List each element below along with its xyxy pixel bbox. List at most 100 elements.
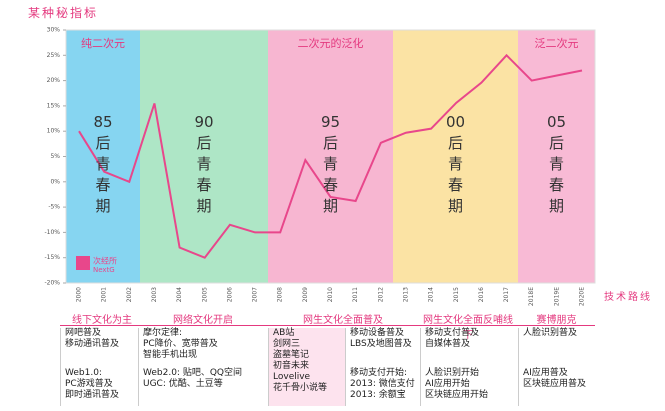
x-tick-label: 2000 xyxy=(76,287,83,302)
cell-line: 移动支付开始: xyxy=(350,368,408,378)
y-tick-label: -5% xyxy=(48,204,60,211)
y-tick-label: -10% xyxy=(44,229,60,236)
cell-line: PC游戏普及 xyxy=(65,379,113,389)
cell-block: 网吧普及 移动通讯普及 xyxy=(65,328,138,350)
x-tick-label: 2016 xyxy=(478,287,485,302)
cell-line: 人脸识别开始 xyxy=(425,368,480,378)
generation-number: 95 xyxy=(320,113,341,131)
logo-icon xyxy=(76,256,90,270)
x-tick-label: 2014 xyxy=(428,287,435,302)
x-tick-label: 2018E xyxy=(528,287,535,306)
generation-phrase: 后青春期 xyxy=(547,135,565,219)
table-column: AB站 剑网三 盗墓笔记 初音未来 Lovelive 花千骨小说等 xyxy=(268,328,345,406)
x-tick-label: 2020E xyxy=(579,287,586,306)
cell-line: 初音未来 xyxy=(273,361,310,371)
cell-line: 摩尔定律: xyxy=(143,328,183,338)
section-header: 网生文化全面普及 xyxy=(303,315,383,326)
cell-line: 区块链应用普及 xyxy=(523,379,587,389)
table-column: 网吧普及 移动通讯普及 Web1.0: PC游戏普及 即时通讯普及 xyxy=(60,328,138,406)
generation-label: 05 后青春期 xyxy=(537,113,577,219)
cell-line: UGC: 优酷、土豆等 xyxy=(143,379,223,389)
section-header: 网生文化全面反哺线下 xyxy=(423,315,513,341)
cell-line: LBS及地图普及 xyxy=(350,339,412,349)
logo-text: NextG xyxy=(93,266,115,274)
table-column: 移动支付普及 自媒体普及人脸识别开始 AI应用开始 区块链应用开始 xyxy=(420,328,518,406)
x-tick-label: 2005 xyxy=(201,287,208,302)
cell-block: 人脸识别普及 xyxy=(523,328,595,339)
table-column: 移动设备普及 LBS及地图普及移动支付开始: 2013: 微信支付 2013: 余额宝 xyxy=(345,328,420,406)
axis-note: 技术路线 xyxy=(604,290,652,303)
y-tick-label: 0% xyxy=(50,178,60,185)
x-tick-label: 2001 xyxy=(101,287,108,302)
cell-block: Web2.0: 贴吧、QQ空间 UGC: 优酷、土豆等 xyxy=(143,368,242,390)
y-tick-label: 15% xyxy=(47,102,61,109)
logo-text: 次经所 xyxy=(93,256,117,266)
cell-line: AI应用开始 xyxy=(425,379,470,389)
cell-block: AI应用普及 区块链应用普及 xyxy=(523,368,586,390)
header-rule xyxy=(60,325,595,326)
x-tick-label: 2011 xyxy=(352,287,359,302)
cell-line: PC降价、宽带普及 xyxy=(143,339,218,349)
y-tick-label: 10% xyxy=(47,128,61,135)
generation-number: 90 xyxy=(194,113,214,131)
cell-line: Web2.0: 贴吧、QQ空间 xyxy=(143,368,242,378)
era-band xyxy=(66,30,140,283)
x-tick-label: 2002 xyxy=(126,287,133,302)
cell-line: 区块链应用开始 xyxy=(425,390,489,400)
generation-label: 85 后青春期 xyxy=(83,113,123,219)
cell-line: 移动支付普及 xyxy=(425,328,480,338)
cell-line: Lovelive xyxy=(273,372,311,382)
cell-block: 人脸识别开始 AI应用开始 区块链应用开始 xyxy=(425,368,488,401)
x-tick-label: 2015 xyxy=(453,287,460,302)
cell-line: 自媒体普及 xyxy=(425,339,471,349)
x-tick-label: 2006 xyxy=(226,287,233,302)
x-tick-label: 2007 xyxy=(252,287,259,302)
x-tick-label: 2012 xyxy=(377,287,384,302)
era-band xyxy=(518,30,595,283)
cell-block: 移动设备普及 LBS及地图普及 xyxy=(350,328,420,350)
cell-line: 网吧普及 xyxy=(65,328,102,338)
data-line xyxy=(78,53,583,259)
cell-line: AI应用普及 xyxy=(523,368,568,378)
cell-line: 2013: 余额宝 xyxy=(350,390,406,400)
x-tick-label: 2013 xyxy=(402,287,409,302)
era-label: 纯二次元 xyxy=(81,36,125,50)
generation-label: 95 后青春期 xyxy=(311,113,351,219)
cell-block: 移动支付开始: 2013: 微信支付 2013: 余额宝 xyxy=(350,368,415,401)
table-column: 人脸识别普及 AI应用普及 区块链应用普及 xyxy=(518,328,595,406)
y-tick-label: -20% xyxy=(44,280,60,287)
page-title: 某种秘指标 xyxy=(28,6,99,20)
cell-block: 摩尔定律: PC降价、宽带普及 智能手机出现 xyxy=(143,328,268,361)
cell-block: 移动支付普及 自媒体普及 xyxy=(425,328,518,350)
section-header: 赛博朋克 xyxy=(536,315,577,326)
cell-line: 花千骨小说等 xyxy=(273,383,328,393)
generation-number: 00 xyxy=(445,113,466,131)
cell-block: AB站 剑网三 盗墓笔记 初音未来 Lovelive 花千骨小说等 xyxy=(273,328,345,394)
y-tick-label: 5% xyxy=(50,153,60,160)
era-band xyxy=(140,30,268,283)
era-band xyxy=(268,30,393,283)
section-header: 网络文化开启 xyxy=(173,315,233,326)
x-tick-label: 2003 xyxy=(151,287,158,302)
cell-line: 盗墓笔记 xyxy=(273,350,310,360)
x-tick-label: 2017 xyxy=(503,287,510,302)
x-tick-label: 2019E xyxy=(553,287,560,306)
era-label: 泛二次元 xyxy=(535,36,579,50)
generation-phrase: 后青春期 xyxy=(321,135,339,219)
x-tick-label: 2009 xyxy=(302,287,309,302)
generation-label: 00 后青春期 xyxy=(436,113,476,219)
generation-phrase: 后青春期 xyxy=(194,135,213,219)
cell-line: 移动设备普及 xyxy=(350,328,405,338)
cell-block: Web1.0: PC游戏普及 即时通讯普及 xyxy=(65,368,119,401)
cell-line: 移动通讯普及 xyxy=(65,339,120,349)
generation-number: 05 xyxy=(546,113,567,131)
x-tick-label: 2004 xyxy=(176,287,183,302)
generation-phrase: 后青春期 xyxy=(93,135,112,219)
cell-line: AB站 xyxy=(273,328,295,338)
table-column: 摩尔定律: PC降价、宽带普及 智能手机出现 Web2.0: 贴吧、QQ空间 UGC: … xyxy=(138,328,268,406)
generation-label: 90 后青春期 xyxy=(184,113,224,219)
era-label: 二次元的泛化 xyxy=(298,36,364,50)
y-tick-label: 30% xyxy=(47,27,61,34)
